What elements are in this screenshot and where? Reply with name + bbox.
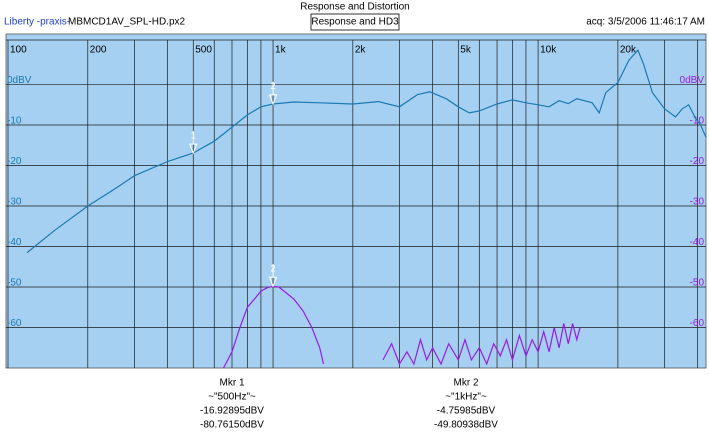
source-label: Liberty -praxis- xyxy=(4,17,70,28)
y-tick-label-right: -10 xyxy=(690,116,705,127)
x-tick-label: 2k xyxy=(355,45,367,56)
marker-label: Mkr 2 xyxy=(454,378,479,389)
y-tick-label-right: -40 xyxy=(690,237,705,248)
marker-number: 1 xyxy=(191,130,196,140)
marker-value: -16.92895dBV xyxy=(200,406,264,417)
marker-number: 2 xyxy=(271,81,276,91)
marker-number: 2 xyxy=(271,264,276,274)
y-tick-label: -40 xyxy=(7,237,22,248)
marker-value: -80.76150dBV xyxy=(200,420,264,431)
marker-freq: ~"500Hz"~ xyxy=(208,392,256,403)
marker-arrow xyxy=(268,264,278,288)
y-tick-label: -50 xyxy=(7,278,22,289)
marker-value: -49.80938dBV xyxy=(434,420,498,431)
subtitle-box xyxy=(310,13,400,31)
x-tick-label: 500 xyxy=(195,45,212,56)
marker-freq: ~"1kHz"~ xyxy=(445,392,487,403)
y-tick-label-right: -20 xyxy=(690,156,705,167)
marker-label: Mkr 1 xyxy=(220,378,245,389)
x-tick-label: 20k xyxy=(620,45,637,56)
x-tick-label: 200 xyxy=(90,45,107,56)
acquired-label: acq: 3/5/2006 11:46:17 AM xyxy=(586,17,705,28)
chart-title: Response and Distortion xyxy=(300,2,410,13)
y-tick-label-right: -50 xyxy=(690,278,705,289)
marker-value: -4.75985dBV xyxy=(437,406,496,417)
y-tick-label: -10 xyxy=(7,116,22,127)
x-tick-label: 1k xyxy=(275,45,287,56)
x-tick-label: 10k xyxy=(540,45,557,56)
y-tick-label-right: -30 xyxy=(690,197,705,208)
marker-arrow xyxy=(268,81,278,106)
y-tick-label: -60 xyxy=(7,318,22,329)
series-line xyxy=(26,48,707,254)
x-tick-label: 5k xyxy=(460,45,472,56)
y-tick-label-right: 0dBV xyxy=(680,75,705,86)
file-label: MBMCD1AV_SPL-HD.px2 xyxy=(68,17,186,28)
y-tick-label: -20 xyxy=(7,156,22,167)
y-tick-label-right: -60 xyxy=(690,318,705,329)
y-tick-label: -30 xyxy=(7,197,22,208)
y-tick-label: 0dBV xyxy=(7,75,32,86)
x-tick-label: 100 xyxy=(10,45,27,56)
chart-subtitle: Response and HD3 xyxy=(311,17,399,28)
marker-arrow xyxy=(189,131,198,155)
plot-area xyxy=(5,33,707,369)
